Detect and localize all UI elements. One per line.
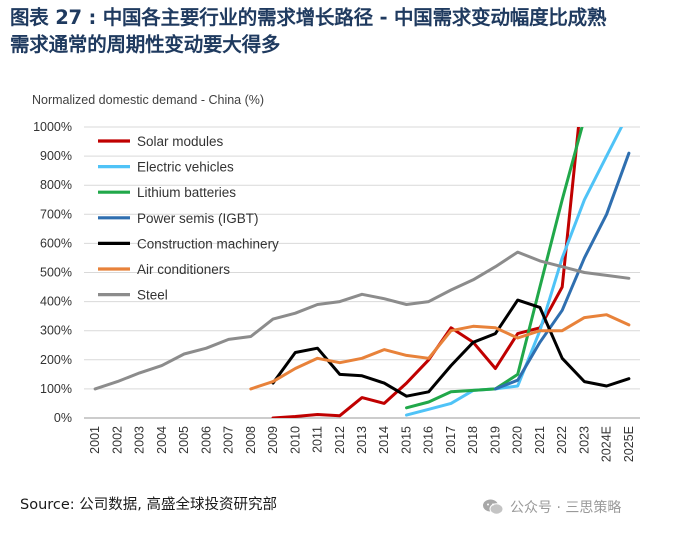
series-lines <box>93 127 631 418</box>
line-chart: Normalized domestic demand - China (%) 0… <box>32 93 640 462</box>
x-tick-label: 2005 <box>177 426 191 454</box>
y-tick-label: 600% <box>40 236 72 250</box>
legend-label: Electric vehicles <box>137 160 234 175</box>
y-tick-label: 100% <box>40 382 72 396</box>
x-tick-label: 2017 <box>444 426 458 454</box>
x-tick-label: 2006 <box>199 426 213 454</box>
x-tick-label: 2023 <box>577 426 591 454</box>
x-tick-label: 2012 <box>333 426 347 454</box>
y-tick-label: 800% <box>40 178 72 192</box>
y-tick-label: 300% <box>40 324 72 338</box>
x-tick-label: 2022 <box>555 426 569 454</box>
y-tick-label: 200% <box>40 353 72 367</box>
legend-label: Air conditioners <box>137 262 230 277</box>
series-line-5 <box>249 313 631 391</box>
x-tick-label: 2013 <box>355 426 369 454</box>
title-line-2: 需求通常的周期性变动要大得多 <box>10 33 281 56</box>
x-tick-label: 2024E <box>600 426 614 462</box>
x-tick-label: 2002 <box>110 426 124 454</box>
x-tick-label: 2016 <box>422 426 436 454</box>
y-tick-label: 0% <box>54 411 72 425</box>
x-tick-label: 2001 <box>88 426 102 454</box>
x-tick-label: 2025E <box>622 426 636 462</box>
series-line-1 <box>405 127 624 417</box>
x-tick-label: 2021 <box>533 426 547 454</box>
y-tick-label: 500% <box>40 266 72 280</box>
x-tick-label: 2007 <box>222 426 236 454</box>
y-axis-label: Normalized domestic demand - China (%) <box>32 93 264 107</box>
title-line-1: 图表 27 : 中国各主要行业的需求增长路径 - 中国需求变动幅度比成熟 <box>10 6 607 29</box>
x-tick-label: 2011 <box>311 426 325 453</box>
x-tick-label: 2014 <box>377 426 391 454</box>
x-tick-label: 2010 <box>288 426 302 454</box>
series-line-6 <box>93 250 631 391</box>
series-line-2 <box>405 127 584 410</box>
y-tick-label: 400% <box>40 295 72 309</box>
watermark-text: 公众号 · 三思策略 <box>510 500 622 516</box>
chart-title: 图表 27 : 中国各主要行业的需求增长路径 - 中国需求变动幅度比成熟 需求通… <box>10 4 670 58</box>
x-tick-label: 2008 <box>244 426 258 454</box>
x-tick-label: 2009 <box>266 426 280 454</box>
x-tick-label: 2018 <box>466 426 480 454</box>
y-tick-labels: 0% 100% 200% 300% 400% 500% 600% 700% 800% 900% 10… <box>33 120 72 425</box>
legend-label: Steel <box>137 288 168 303</box>
x-tick-label: 2020 <box>511 426 525 454</box>
legend-label: Solar modules <box>137 134 224 149</box>
x-tick-label: 2003 <box>133 426 147 454</box>
x-tick-labels: 2001 2002 2003 2004 2005 2006 2007 2008 2009 2010… <box>88 426 636 462</box>
watermark: 公众号 · 三思策略 <box>482 497 621 517</box>
y-tick-label: 900% <box>40 149 72 163</box>
series-line-0 <box>271 127 580 418</box>
legend: Solar modules Electric vehicles Lithium ba… <box>98 134 279 303</box>
source-note: Source: 公司数据, 高盛全球投资研究部 <box>20 497 278 513</box>
legend-label: Construction machinery <box>137 236 279 251</box>
x-tick-label: 2015 <box>399 426 413 454</box>
x-tick-label: 2019 <box>488 426 502 454</box>
series-line-3 <box>493 151 631 391</box>
series-line-4 <box>271 298 631 398</box>
y-tick-label: 700% <box>40 207 72 221</box>
grid-lines <box>84 126 640 419</box>
x-tick-label: 2004 <box>155 426 169 454</box>
y-tick-label: 1000% <box>33 120 72 134</box>
legend-label: Lithium batteries <box>137 185 236 200</box>
wechat-icon <box>483 499 504 515</box>
legend-label: Power semis (IGBT) <box>137 211 259 226</box>
